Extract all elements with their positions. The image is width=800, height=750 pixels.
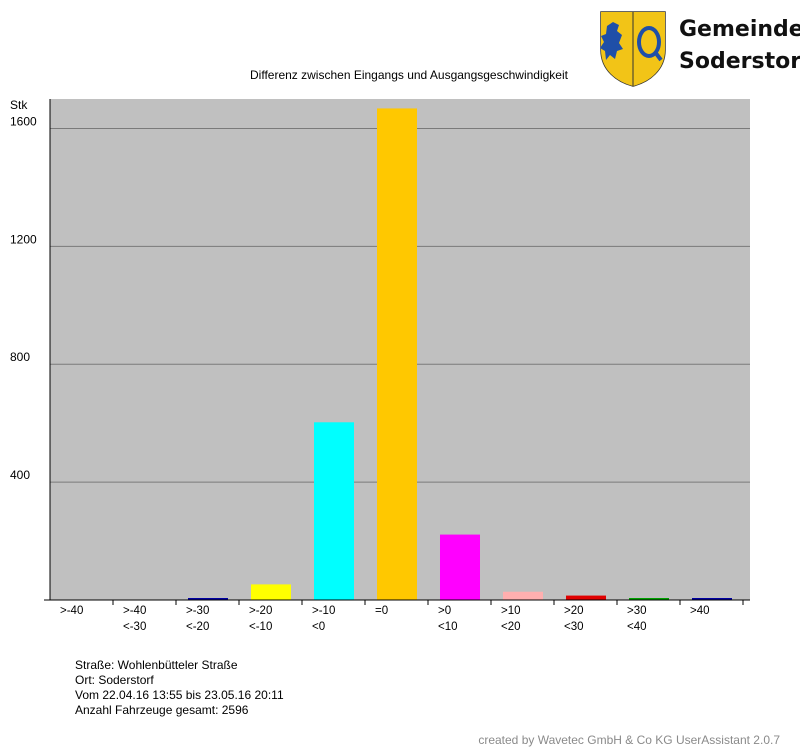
- y-tick-labels: 400 800 1200 1600: [10, 114, 37, 482]
- x-tick-label: >30: [627, 605, 647, 617]
- bar: [440, 534, 480, 600]
- y-tick-label: 1200: [10, 232, 37, 246]
- municipality-name: Gemeinde Soderstorf: [679, 14, 800, 78]
- info-period: Vom 22.04.16 13:55 bis 23.05.16 20:11: [75, 688, 284, 702]
- y-tick-label: 400: [10, 468, 30, 482]
- x-tick-label: >-20: [249, 605, 272, 617]
- x-tick-label-line2: <10: [438, 621, 458, 633]
- info-street: Straße: Wohlenbütteler Straße: [75, 658, 238, 672]
- footer-credit: created by Wavetec GmbH & Co KG UserAssi…: [478, 733, 780, 747]
- x-tick-label-line2: <20: [501, 621, 521, 633]
- bars: [188, 108, 732, 600]
- municipality-name-line1: Gemeinde: [679, 17, 800, 42]
- municipality-name-line2: Soderstorf: [679, 49, 800, 74]
- coat-of-arms-logo: [600, 11, 666, 87]
- bar: [566, 595, 606, 600]
- x-tick-label-line2: <40: [627, 621, 647, 633]
- y-axis-label: Stk: [10, 98, 28, 112]
- measurement-info: Straße: Wohlenbütteler Straße Ort: Soder…: [75, 658, 284, 718]
- x-tick-label: >20: [564, 605, 584, 617]
- x-tick-label: >10: [501, 605, 521, 617]
- bar: [629, 598, 669, 600]
- x-tick-label-line2: <0: [312, 621, 325, 633]
- bar-chart: 400 800 1200 1600 >-40 >-40 <-30 >-30 <-20 >-20 <…: [10, 98, 750, 633]
- x-tick-label: >-30: [186, 605, 209, 617]
- x-tick-label: >-40: [60, 605, 83, 617]
- x-tick-label-line2: <-10: [249, 621, 272, 633]
- axes: [44, 99, 750, 605]
- x-tick-label: >40: [690, 605, 710, 617]
- x-tick-label-line2: <-30: [123, 621, 146, 633]
- x-tick-label: =0: [375, 605, 388, 617]
- x-tick-label-line2: <-20: [186, 621, 209, 633]
- bar: [314, 422, 354, 600]
- x-tick-label-line2: <30: [564, 621, 584, 633]
- y-tick-label: 1600: [10, 114, 37, 128]
- bar: [503, 591, 543, 600]
- x-tick-label: >-40: [123, 605, 146, 617]
- chart-title: Differenz zwischen Eingangs und Ausgangs…: [250, 68, 568, 82]
- bar: [188, 598, 228, 600]
- x-tick-labels: >-40 >-40 <-30 >-30 <-20 >-20 <-10 >-10 <0 =0 >0 <1…: [60, 605, 710, 633]
- info-total: Anzahl Fahrzeuge gesamt: 2596: [75, 703, 249, 717]
- y-tick-label: 800: [10, 350, 30, 364]
- x-tick-label: >-10: [312, 605, 335, 617]
- info-place: Ort: Soderstorf: [75, 673, 154, 687]
- bar: [692, 598, 732, 600]
- bar: [377, 108, 417, 600]
- x-tick-label: >0: [438, 605, 451, 617]
- bar: [251, 584, 291, 600]
